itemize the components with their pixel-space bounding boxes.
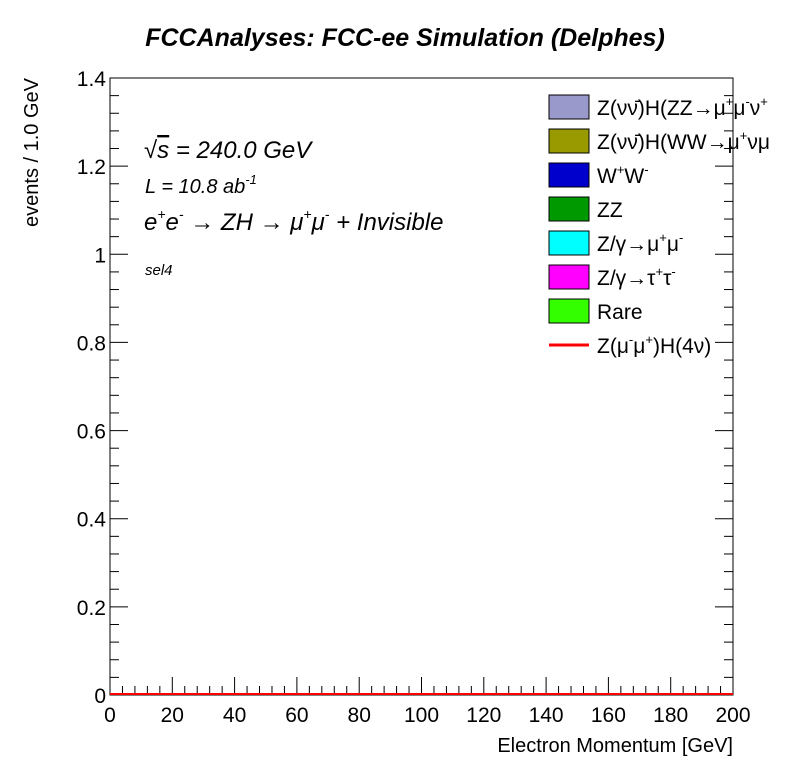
y-tick-label: 0.4 bbox=[77, 509, 107, 532]
process-mu-plus: + bbox=[303, 206, 311, 222]
legend-entry-label: Z/γ→μ+μ- bbox=[597, 230, 683, 256]
legend: Z(νν̄)H(ZZ→μ+μ-ν+ Z(νν̄)H(WW→μ+νμ W+W- ZZ Z/… bbox=[548, 94, 770, 358]
x-tick-label: 60 bbox=[285, 704, 308, 727]
x-tick-label: 140 bbox=[529, 704, 564, 727]
process-arrow: → ZH → bbox=[184, 209, 291, 236]
legend-swatch bbox=[548, 298, 590, 324]
x-tick-label: 160 bbox=[591, 704, 626, 727]
y-tick-label: 0.2 bbox=[77, 597, 106, 620]
y-tick-label: 0.8 bbox=[77, 332, 106, 355]
y-tick-label: 0.6 bbox=[77, 421, 106, 444]
sqrt-s-variable: s bbox=[157, 137, 169, 164]
legend-entry-label: Z(νν̄)H(ZZ→μ+μ-ν+ bbox=[597, 94, 768, 120]
legend-entries: Z(νν̄)H(ZZ→μ+μ-ν+ Z(νν̄)H(WW→μ+νμ W+W- ZZ Z/… bbox=[548, 94, 770, 358]
chart-title: FCCAnalyses: FCC-ee Simulation (Delphes) bbox=[145, 24, 665, 52]
luminosity-annotation: L = 10.8 ab-1 bbox=[145, 172, 257, 198]
legend-entry-label: ZZ bbox=[597, 199, 623, 222]
legend-entry-label: Z(μ-μ+)H(4ν) bbox=[597, 332, 711, 358]
y-tick-label: 0 bbox=[94, 685, 106, 708]
legend-swatch bbox=[548, 94, 590, 120]
x-tick-label: 200 bbox=[715, 704, 750, 727]
y-tick-label: 1 bbox=[94, 244, 106, 267]
sqrt-s-annotation: √s = 240.0 GeV bbox=[144, 137, 313, 164]
x-axis-label: Electron Momentum [GeV] bbox=[497, 735, 733, 757]
process-minus: - bbox=[179, 206, 184, 222]
x-tick-label: 0 bbox=[104, 704, 116, 727]
x-tick-label: 80 bbox=[348, 704, 371, 727]
x-tick-label: 100 bbox=[404, 704, 439, 727]
x-tick-label: 40 bbox=[223, 704, 246, 727]
legend-swatch bbox=[548, 230, 590, 256]
selection-label: sel4 bbox=[145, 262, 173, 279]
process-plus: + bbox=[157, 206, 165, 222]
legend-swatch bbox=[548, 162, 590, 188]
process-tail: + Invisible bbox=[329, 209, 443, 236]
process-e: e bbox=[144, 209, 157, 236]
legend-entry-label: Rare bbox=[597, 301, 643, 324]
legend-swatch bbox=[548, 264, 590, 290]
sqrt-symbol: √ bbox=[144, 137, 158, 164]
legend-entry-label: Z/γ→τ+τ- bbox=[597, 264, 676, 290]
y-tick-label: 1.2 bbox=[77, 156, 106, 179]
y-tick-label: 1.4 bbox=[77, 68, 107, 91]
axis-tick-labels: 0 20 40 60 80 100 120 140 160 180 200 0 0.2 0.4 0.6 0.8… bbox=[77, 68, 751, 727]
y-axis-label: events / 1.0 GeV bbox=[21, 77, 43, 227]
process-annotation: e+e- → ZH → μ+μ- + Invisible bbox=[144, 206, 443, 236]
x-tick-label: 20 bbox=[161, 704, 184, 727]
x-tick-label: 180 bbox=[653, 704, 688, 727]
luminosity-text: L = 10.8 ab bbox=[145, 176, 245, 198]
process-e2: e bbox=[166, 209, 179, 236]
legend-swatch bbox=[548, 128, 590, 154]
process-mu-minus: - bbox=[325, 206, 330, 222]
x-tick-label: 120 bbox=[466, 704, 501, 727]
luminosity-exponent: -1 bbox=[245, 172, 257, 187]
legend-entry-label: Z(νν̄)H(WW→μ+νμ bbox=[597, 128, 770, 154]
sqrt-s-value: = 240.0 GeV bbox=[169, 137, 313, 164]
axis-ticks bbox=[109, 77, 734, 696]
legend-swatch bbox=[548, 196, 590, 222]
process-mu2: μ bbox=[311, 209, 325, 236]
legend-entry-label: W+W- bbox=[597, 162, 649, 188]
process-mu: μ bbox=[289, 209, 303, 236]
